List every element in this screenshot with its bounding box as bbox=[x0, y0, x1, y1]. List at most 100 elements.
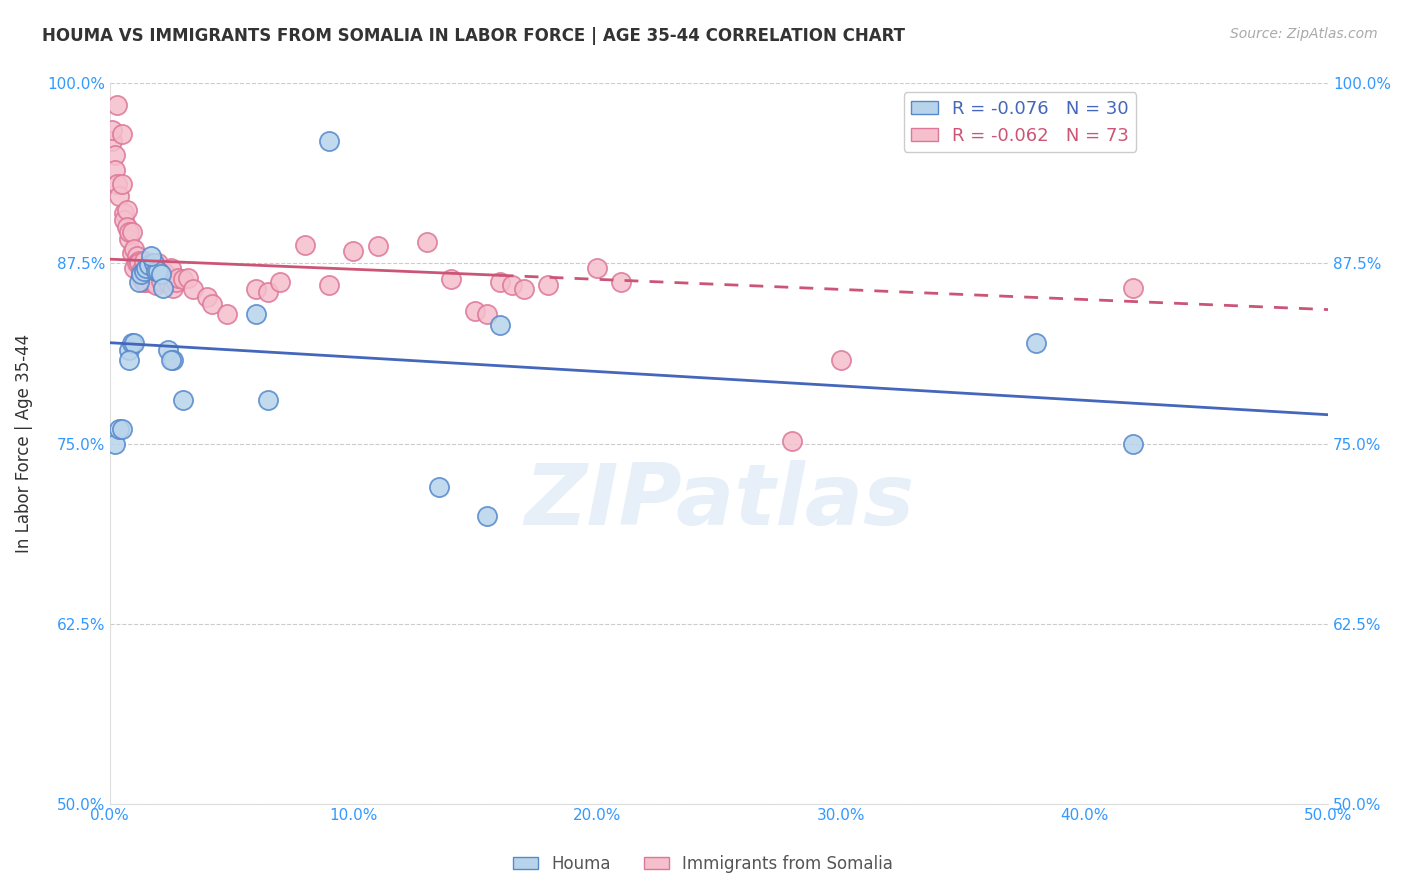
Point bbox=[122, 242, 145, 256]
Point bbox=[215, 307, 238, 321]
Point bbox=[132, 253, 155, 268]
Point bbox=[162, 281, 184, 295]
Point bbox=[142, 256, 165, 270]
Text: Source: ZipAtlas.com: Source: ZipAtlas.com bbox=[1230, 27, 1378, 41]
Point bbox=[145, 268, 167, 282]
Point bbox=[148, 256, 170, 270]
Point bbox=[177, 271, 200, 285]
Point bbox=[501, 278, 523, 293]
Point bbox=[318, 278, 340, 293]
Point bbox=[128, 256, 150, 270]
Point bbox=[780, 434, 803, 448]
Y-axis label: In Labor Force | Age 35-44: In Labor Force | Age 35-44 bbox=[15, 334, 32, 553]
Point bbox=[149, 274, 172, 288]
Point bbox=[181, 282, 204, 296]
Point bbox=[162, 353, 184, 368]
Point bbox=[257, 393, 280, 408]
Point bbox=[135, 263, 157, 277]
Point bbox=[101, 122, 124, 136]
Point bbox=[138, 258, 160, 272]
Point bbox=[149, 267, 172, 281]
Point bbox=[245, 307, 267, 321]
Point bbox=[488, 275, 510, 289]
Point bbox=[135, 260, 157, 275]
Point bbox=[172, 393, 194, 408]
Point bbox=[108, 422, 131, 436]
Point bbox=[125, 256, 148, 270]
Point bbox=[145, 278, 167, 293]
Point bbox=[610, 275, 633, 289]
Point bbox=[118, 232, 141, 246]
Point bbox=[1025, 335, 1047, 350]
Point bbox=[112, 213, 135, 227]
Point bbox=[141, 249, 163, 263]
Point bbox=[105, 98, 128, 112]
Point bbox=[118, 353, 141, 368]
Point bbox=[125, 249, 148, 263]
Point bbox=[135, 275, 157, 289]
Point bbox=[464, 304, 486, 318]
Point bbox=[830, 353, 852, 368]
Point bbox=[105, 178, 128, 192]
Point bbox=[155, 267, 177, 281]
Point bbox=[121, 225, 143, 239]
Point bbox=[131, 263, 153, 277]
Point bbox=[115, 203, 138, 218]
Point bbox=[148, 263, 170, 277]
Point bbox=[294, 237, 316, 252]
Point bbox=[111, 127, 134, 141]
Point bbox=[513, 282, 536, 296]
Point bbox=[165, 275, 187, 289]
Point bbox=[172, 272, 194, 286]
Point bbox=[167, 271, 190, 285]
Point bbox=[112, 206, 135, 220]
Point bbox=[415, 235, 437, 249]
Point bbox=[245, 282, 267, 296]
Point bbox=[121, 335, 143, 350]
Point bbox=[118, 225, 141, 239]
Point bbox=[142, 275, 165, 289]
Point bbox=[104, 436, 127, 450]
Point bbox=[342, 244, 364, 258]
Point bbox=[132, 263, 155, 277]
Point bbox=[1122, 281, 1144, 295]
Point bbox=[141, 256, 163, 270]
Point bbox=[118, 343, 141, 357]
Point bbox=[257, 285, 280, 300]
Point bbox=[138, 260, 160, 275]
Point bbox=[195, 290, 218, 304]
Point bbox=[104, 162, 127, 177]
Point bbox=[537, 278, 560, 293]
Text: HOUMA VS IMMIGRANTS FROM SOMALIA IN LABOR FORCE | AGE 35-44 CORRELATION CHART: HOUMA VS IMMIGRANTS FROM SOMALIA IN LABO… bbox=[42, 27, 905, 45]
Point bbox=[111, 178, 134, 192]
Point bbox=[131, 267, 153, 281]
Point bbox=[101, 134, 124, 148]
Point bbox=[1122, 436, 1144, 450]
Point bbox=[122, 335, 145, 350]
Point bbox=[111, 422, 134, 436]
Point bbox=[142, 263, 165, 277]
Point bbox=[138, 271, 160, 285]
Point bbox=[152, 263, 174, 277]
Text: ZIPatlas: ZIPatlas bbox=[524, 459, 914, 542]
Point bbox=[159, 353, 181, 368]
Point bbox=[108, 188, 131, 202]
Point bbox=[201, 297, 224, 311]
Point bbox=[157, 343, 180, 357]
Legend: R = -0.076   N = 30, R = -0.062   N = 73: R = -0.076 N = 30, R = -0.062 N = 73 bbox=[904, 93, 1136, 152]
Point bbox=[145, 263, 167, 277]
Point bbox=[128, 253, 150, 268]
Point bbox=[115, 220, 138, 235]
Point bbox=[427, 480, 450, 494]
Point bbox=[488, 318, 510, 333]
Point bbox=[586, 260, 609, 275]
Point bbox=[141, 275, 163, 289]
Point bbox=[131, 271, 153, 285]
Point bbox=[121, 246, 143, 260]
Point bbox=[122, 260, 145, 275]
Point bbox=[157, 275, 180, 289]
Point bbox=[159, 260, 181, 275]
Point bbox=[477, 307, 499, 321]
Point bbox=[318, 134, 340, 148]
Point bbox=[148, 263, 170, 277]
